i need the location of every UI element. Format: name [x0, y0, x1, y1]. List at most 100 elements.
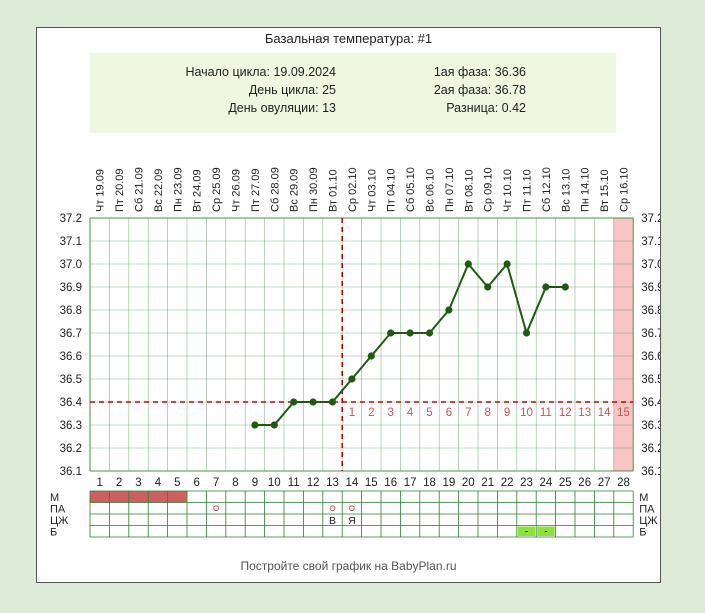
- date-label: Пт 04.10: [386, 168, 398, 212]
- luteal-day-label: 15: [617, 407, 630, 419]
- temperature-point: [387, 329, 395, 337]
- row-label-left: ЦЖ: [50, 515, 68, 527]
- luteal-day-label: 6: [446, 407, 452, 419]
- diff-line: Разница: 0.42: [446, 101, 526, 115]
- cycle-day-label: 3: [135, 477, 141, 489]
- y-tick-label-left: 36.5: [60, 374, 82, 386]
- cycle-start-label: Начало цикла:: [185, 65, 270, 79]
- credit-link[interactable]: Постройте свой график на BabyPlan.ru: [240, 559, 457, 573]
- cycle-day-label: 4: [155, 477, 162, 489]
- phase1-line: 1ая фаза: 36.36: [434, 65, 526, 79]
- row-label-right: ЦЖ: [639, 515, 657, 527]
- date-label: Пн 07.10: [444, 167, 456, 212]
- y-tick-label-right: 36.4: [641, 397, 660, 409]
- cycle-day-label: 20: [462, 477, 475, 489]
- cycle-day-label: День цикла:: [248, 83, 319, 97]
- cycle-day-label: 16: [384, 477, 397, 489]
- menses-mark: [148, 491, 168, 503]
- row-label-right: М: [639, 492, 648, 504]
- chart-card: Базальная температура: #1 Начало цикла: …: [36, 27, 661, 583]
- luteal-day-label: 13: [578, 407, 591, 419]
- luteal-day-label: 7: [465, 407, 471, 419]
- cz-mark: В: [329, 515, 336, 527]
- luteal-day-label: 5: [426, 407, 432, 419]
- y-tick-label-left: 36.1: [60, 466, 82, 478]
- cycle-info-panel: Начало цикла: 19.09.2024 День цикла: 25 …: [90, 53, 616, 133]
- y-tick-label-right: 36.9: [641, 282, 660, 294]
- phase2-label: 2ая фаза:: [433, 83, 492, 97]
- y-tick-label-right: 36.8: [641, 305, 660, 317]
- cycle-day-label: 28: [617, 477, 630, 489]
- date-label: Пн 30.09: [308, 167, 320, 212]
- temperature-point: [522, 329, 531, 337]
- temperature-point: [425, 329, 434, 337]
- menses-mark: [167, 491, 187, 503]
- cycle-day-label: 2: [116, 477, 122, 489]
- temperature-point: [484, 283, 492, 291]
- cycle-day-label: 21: [481, 477, 494, 489]
- b-mark: [537, 526, 555, 536]
- cycle-day-label: 12: [307, 477, 320, 489]
- highlight-column: [613, 218, 634, 471]
- cycle-day-label: 15: [365, 477, 378, 489]
- chart-title: Базальная температура: #1: [264, 31, 433, 46]
- date-label: Сб 28.09: [269, 167, 281, 212]
- temperature-point: [503, 260, 511, 268]
- phase2-line: 2ая фаза: 36.78: [434, 83, 526, 97]
- cz-mark: Я: [348, 515, 356, 527]
- cycle-day-line: День цикла: 25: [249, 83, 336, 97]
- temperature-point: [367, 352, 375, 360]
- cycle-day-label: 1: [96, 477, 102, 489]
- diff-label: Разница:: [446, 101, 499, 115]
- plot-frame: [89, 217, 634, 472]
- cycle-start-line: Начало цикла: 19.09.2024: [185, 65, 336, 79]
- menses-mark: [128, 491, 149, 503]
- cycle-day-label: 6: [193, 477, 199, 489]
- menses-mark: [109, 491, 129, 503]
- phase1-label: 1ая фаза:: [433, 65, 492, 79]
- cycle-day-label: 26: [578, 477, 591, 489]
- cycle-day-label: 7: [213, 477, 219, 489]
- luteal-day-label: 2: [368, 407, 374, 419]
- date-label: Ср 02.10: [347, 167, 359, 212]
- temperature-point: [290, 398, 298, 406]
- date-label: Ср 09.10: [483, 167, 495, 212]
- temperature-point: [445, 306, 453, 314]
- row-label-left: М: [50, 492, 59, 504]
- date-label: Сб 21.09: [134, 167, 146, 212]
- cycle-day-label: 8: [232, 477, 238, 489]
- y-tick-label-left: 37.2: [60, 213, 82, 225]
- diff-value: 0.42: [501, 101, 526, 115]
- y-tick-label-right: 36.6: [641, 351, 660, 363]
- luteal-day-label: 4: [407, 407, 414, 419]
- date-label: Вс 22.09: [153, 169, 165, 212]
- luteal-day-label: 1: [349, 407, 355, 419]
- b-mark-label: -: [544, 527, 547, 538]
- temperature-line: [254, 261, 566, 426]
- b-mark-label: -: [525, 527, 528, 538]
- y-tick-label-right: 37.0: [641, 259, 660, 271]
- cycle-day-label: 11: [288, 477, 300, 489]
- luteal-day-label: 12: [559, 407, 572, 419]
- y-tick-label-right: 36.1: [641, 466, 660, 478]
- row-label-right: Б: [639, 527, 646, 539]
- luteal-day-label: 9: [504, 407, 510, 419]
- temperature-point: [561, 283, 569, 291]
- phase2-value: 36.78: [494, 83, 526, 97]
- cycle-day-label: 24: [540, 477, 553, 489]
- ovulation-day-value: 13: [322, 101, 336, 115]
- luteal-day-label: 11: [540, 407, 552, 419]
- temperature-point: [348, 375, 356, 383]
- cycle-day-label: 23: [520, 477, 533, 489]
- temperature-point: [270, 421, 278, 429]
- row-label-left: Б: [50, 527, 57, 539]
- y-tick-label-left: 37.1: [60, 236, 82, 248]
- cycle-day-label: 10: [268, 477, 281, 489]
- cycle-day-label: 27: [598, 477, 611, 489]
- date-label: Сб 05.10: [405, 167, 417, 212]
- y-tick-label-left: 36.7: [60, 328, 82, 340]
- cycle-day-label: 9: [252, 477, 258, 489]
- y-tick-label-left: 36.3: [60, 420, 82, 432]
- temperature-point: [309, 398, 317, 406]
- date-label: Вс 13.10: [560, 169, 572, 212]
